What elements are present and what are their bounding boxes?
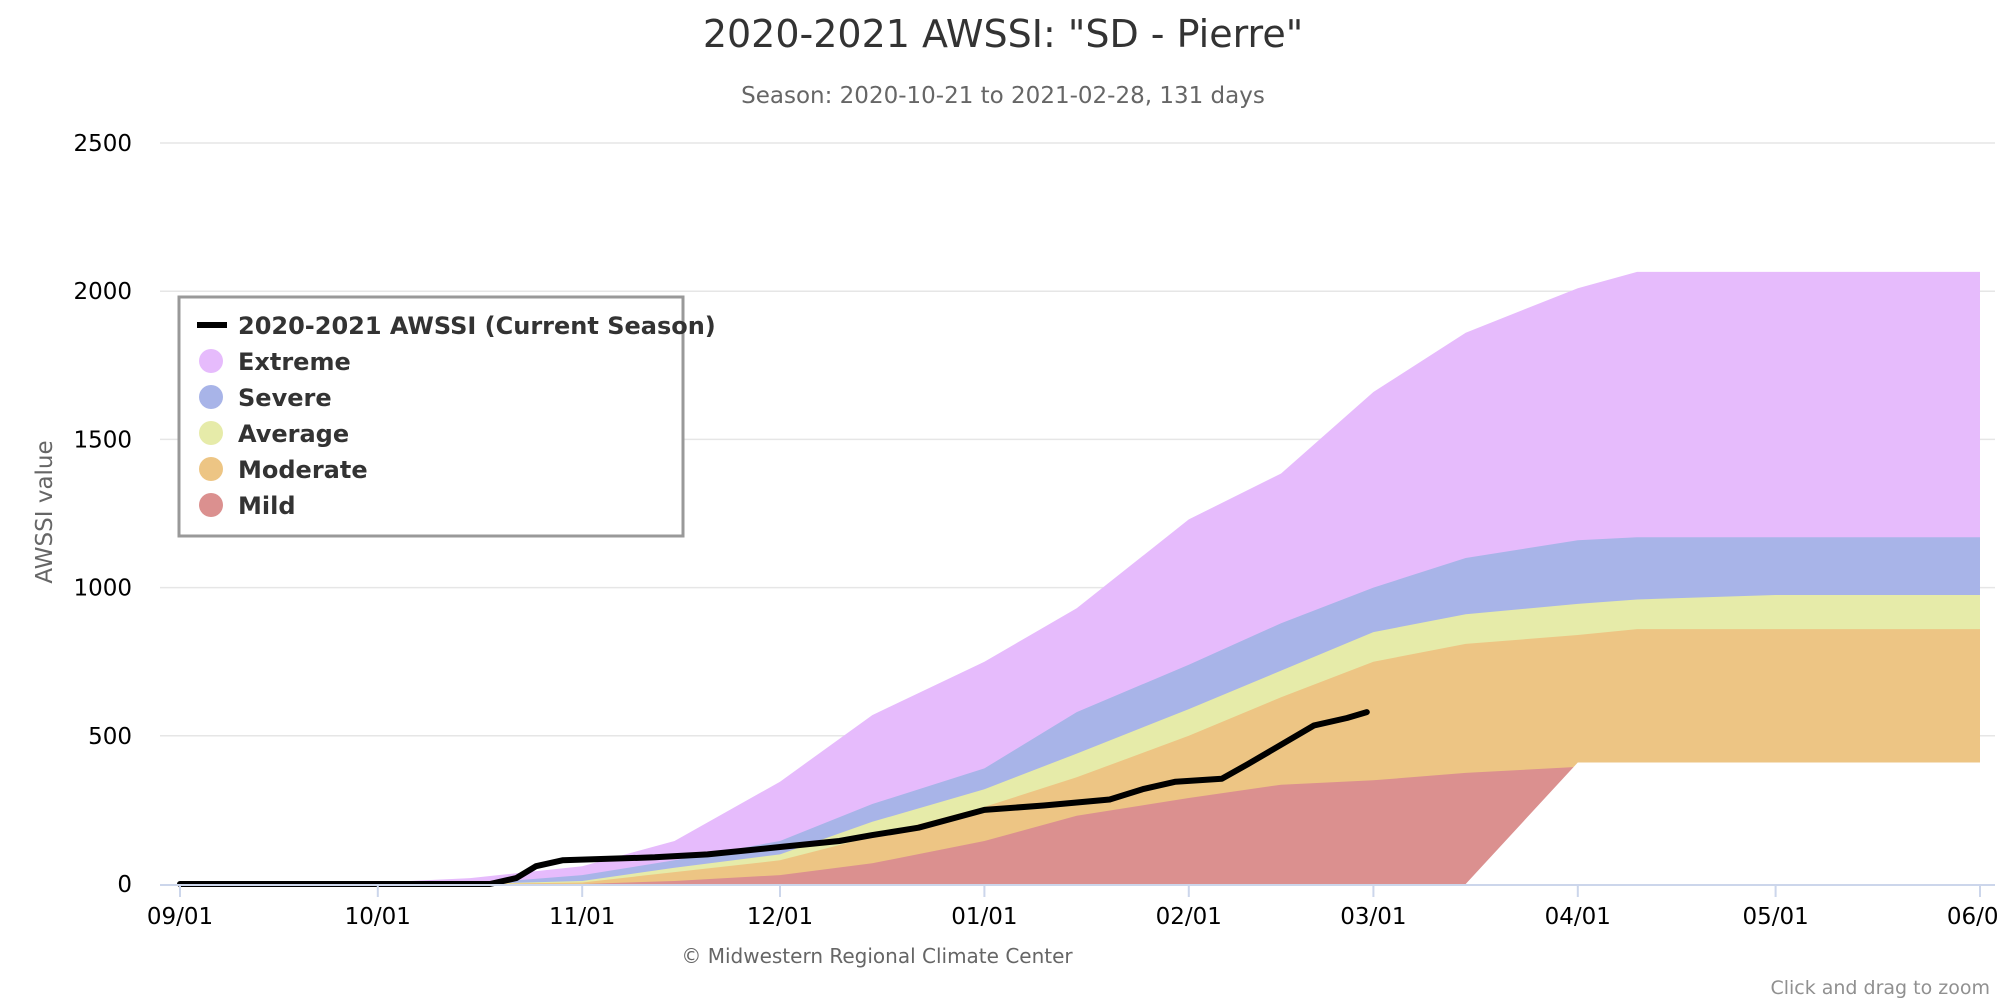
chart-subtitle: Season: 2020-10-21 to 2021-02-28, 131 da… <box>741 83 1265 109</box>
y-tick-label-0: 0 <box>117 872 132 898</box>
x-tick-label-09-01: 09/01 <box>147 904 213 930</box>
y-tick-label-2000: 2000 <box>73 279 132 305</box>
credits-text[interactable]: © Midwestern Regional Climate Center <box>681 944 1073 968</box>
y-tick-label-2500: 2500 <box>73 131 132 157</box>
band-base <box>180 762 1980 884</box>
legend-label-4: Moderate <box>238 456 368 484</box>
y-tick-label-500: 500 <box>88 724 132 750</box>
legend-box <box>177 295 685 538</box>
x-tick-label-01-01: 01/01 <box>951 904 1017 930</box>
legend-label-5: Mild <box>238 492 296 520</box>
x-tick-label-05-01: 05/01 <box>1742 904 1808 930</box>
x-tick-label-03-01: 03/01 <box>1340 904 1406 930</box>
y-axis-title: AWSSI value <box>32 440 58 583</box>
x-tick-label-02-01: 02/01 <box>1156 904 1222 930</box>
y-tick-label-1000: 1000 <box>73 576 132 602</box>
x-tick-label-10-01: 10/01 <box>345 904 411 930</box>
legend-symbol-average <box>199 421 223 445</box>
legend-symbol-severe <box>199 385 223 409</box>
x-tick-label-11-01: 11/01 <box>549 904 615 930</box>
legend[interactable]: 2020-2021 AWSSI (Current Season) Extreme S… <box>177 295 716 538</box>
percentile-bands <box>180 271 1980 884</box>
current-season-series <box>177 709 1370 887</box>
chart-title: 2020-2021 AWSSI: "SD - Pierre" <box>703 12 1303 56</box>
zoom-hint: Click and drag to zoom <box>1770 977 1990 999</box>
legend-symbol-extreme <box>199 349 223 373</box>
series-line-current-season <box>177 709 1370 887</box>
x-tick-label-06-01: 06/01 <box>1947 904 2000 930</box>
axes: 0 500 1000 1500 2000 2500 09/01 10/01 11/01 12/01… <box>73 131 2000 930</box>
legend-label-2: Severe <box>238 384 332 412</box>
legend-label-3: Average <box>238 420 349 448</box>
legend-label-1: Extreme <box>238 348 351 376</box>
legend-symbol-mild <box>199 493 223 517</box>
legend-label-0: 2020-2021 AWSSI (Current Season) <box>238 312 716 340</box>
legend-symbol-moderate <box>199 457 223 481</box>
x-tick-label-12-01: 12/01 <box>747 904 813 930</box>
x-tick-label-04-01: 04/01 <box>1545 904 1611 930</box>
y-tick-label-1500: 1500 <box>73 427 132 453</box>
